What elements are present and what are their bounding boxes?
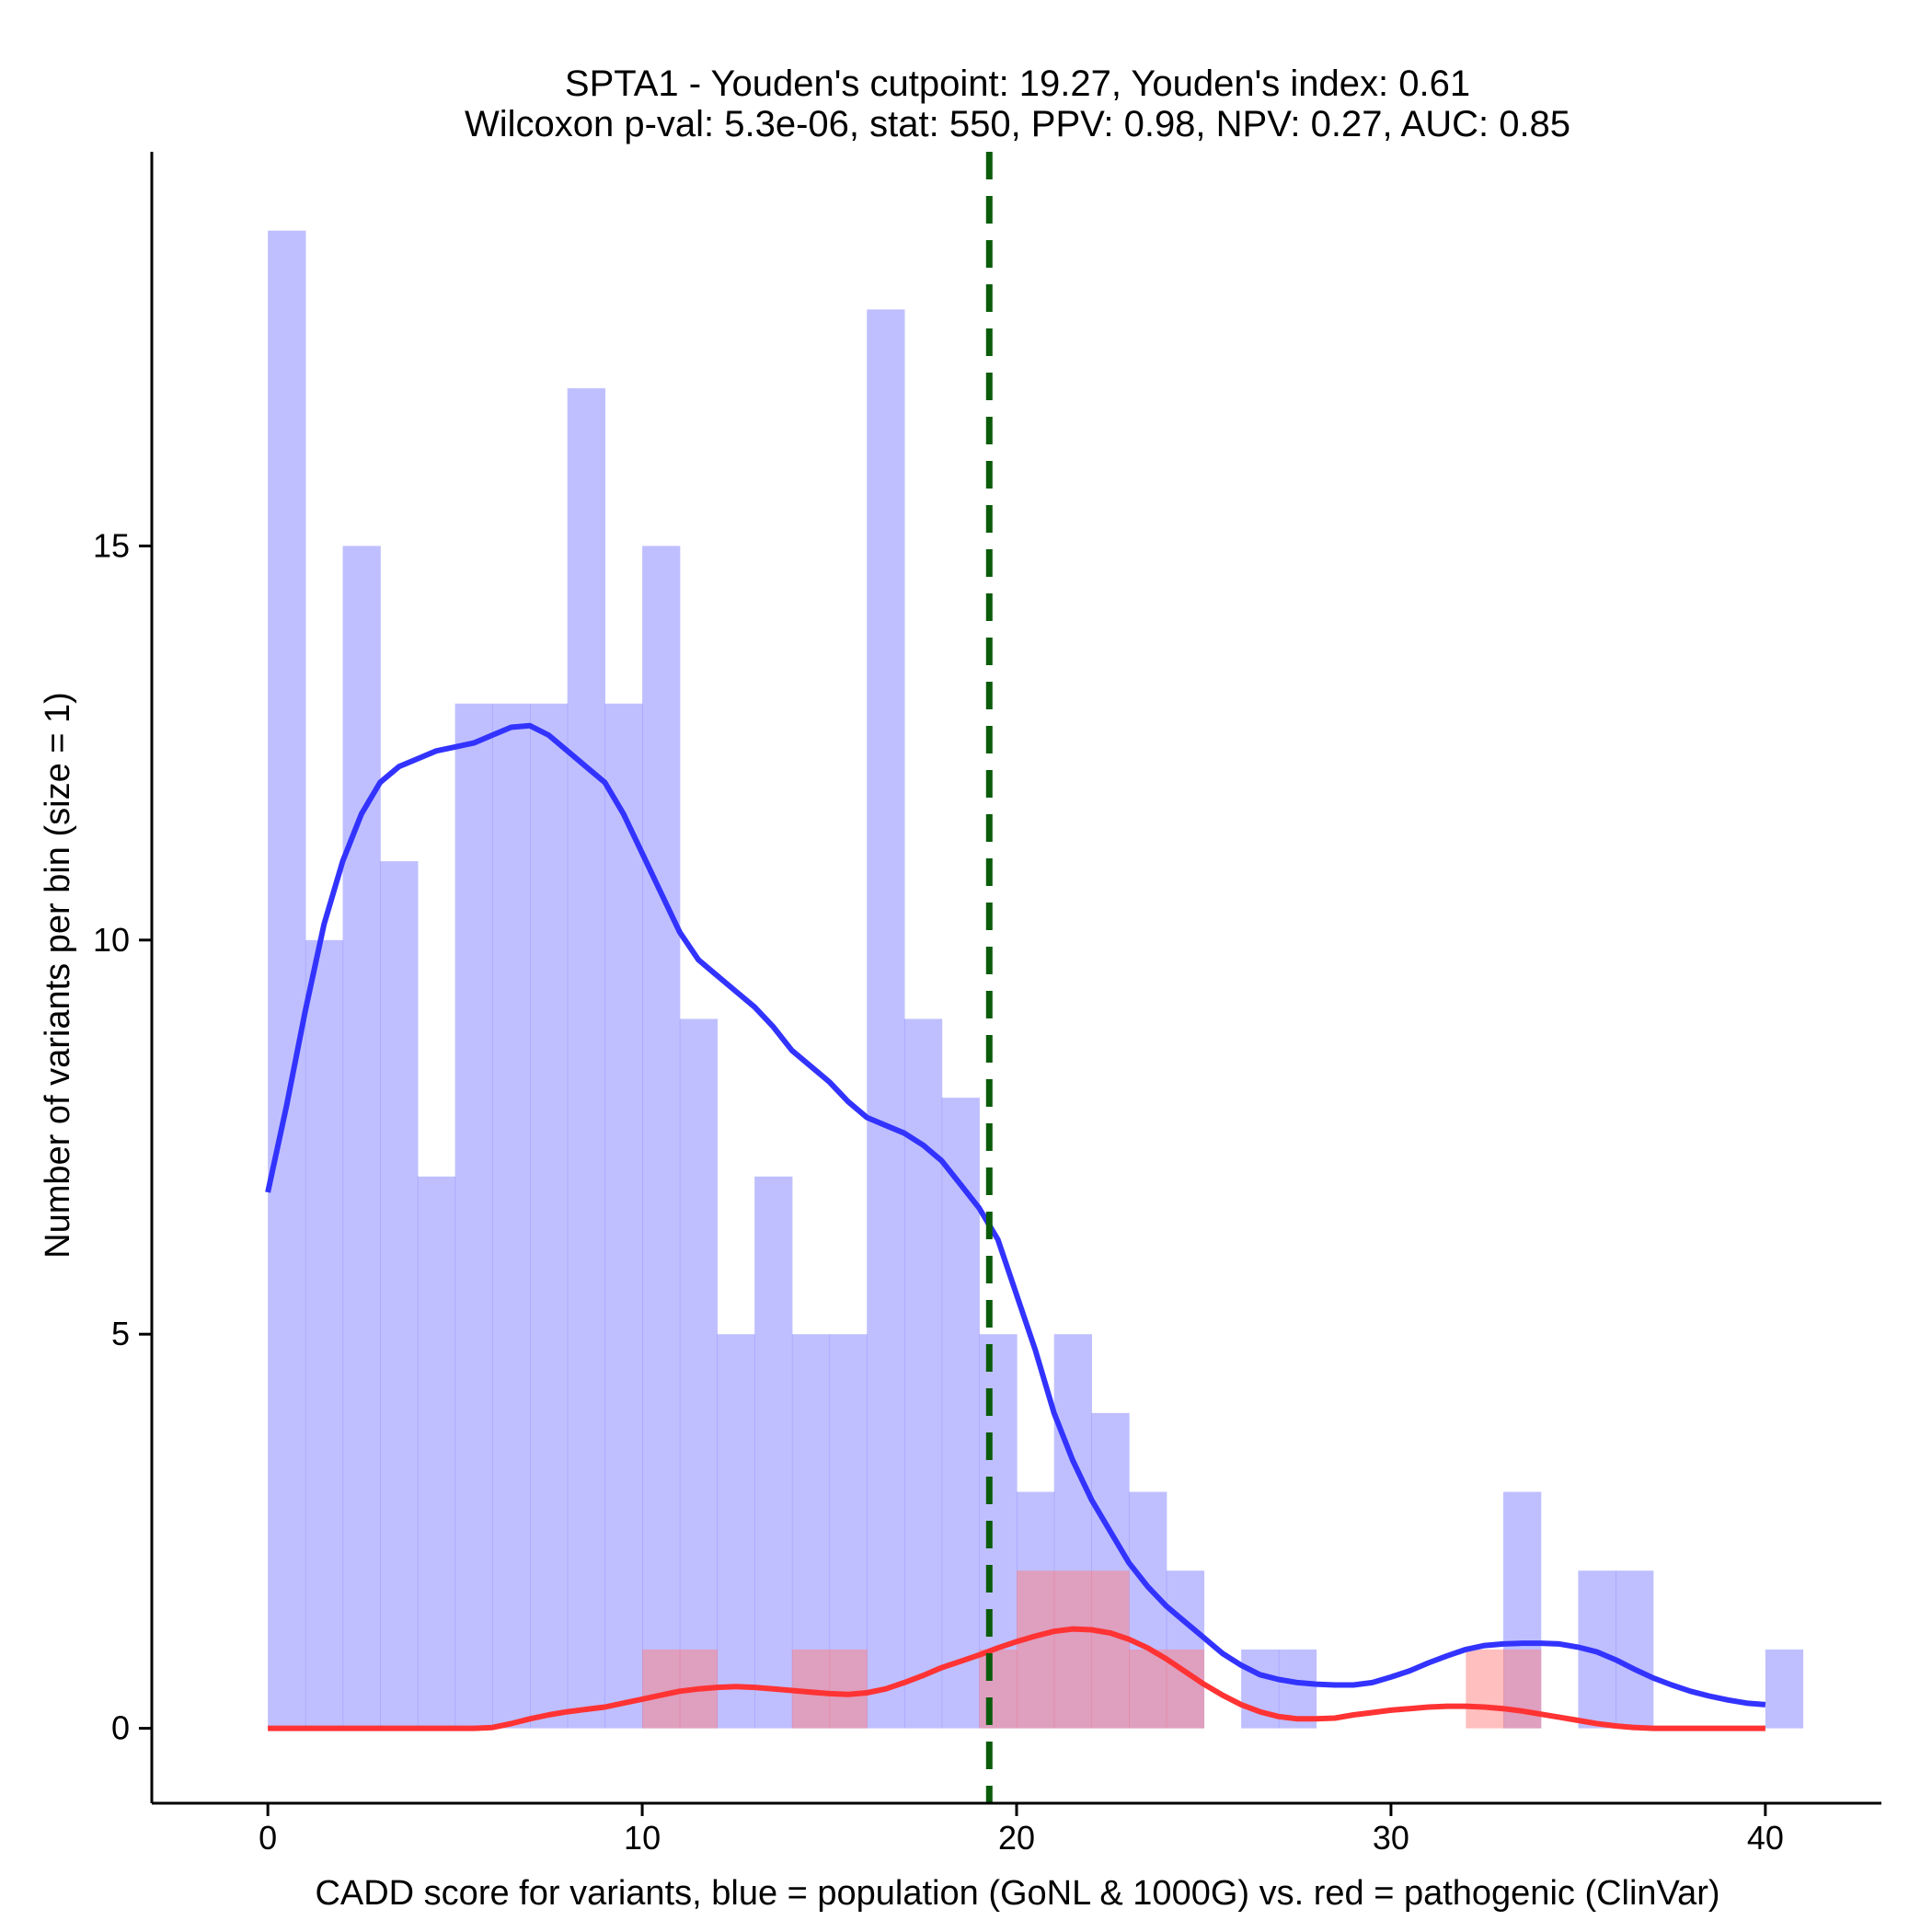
axes: 0 10 20 30 40 0 5 10 15: [93, 152, 1881, 1857]
chart-title-line2: Wilcoxon p-val: 5.3e-06, stat: 550, PPV:…: [465, 104, 1570, 144]
pathogenic-bar: [642, 1649, 681, 1729]
y-tick-label: 10: [93, 921, 130, 959]
population-bar: [380, 861, 419, 1729]
density-curves: [265, 722, 1766, 1731]
population-bar: [941, 1098, 980, 1729]
x-tick-label: 30: [1373, 1819, 1409, 1857]
population-bar: [642, 546, 681, 1729]
pathogenic-bar: [1053, 1570, 1092, 1729]
pathogenic-bar: [1503, 1649, 1542, 1729]
population-bar: [305, 939, 344, 1729]
pathogenic-bar: [1017, 1570, 1055, 1729]
y-tick-label: 0: [111, 1709, 130, 1747]
pathogenic-bar: [979, 1649, 1018, 1729]
population-bar: [903, 1018, 943, 1729]
population-bar: [754, 1176, 793, 1729]
population-bar: [454, 703, 493, 1729]
population-bar: [268, 230, 306, 1729]
x-tick-label: 10: [624, 1819, 661, 1857]
pathogenic-bar: [829, 1649, 868, 1729]
y-tick-label: 5: [111, 1315, 130, 1352]
x-tick-label: 40: [1747, 1819, 1784, 1857]
population-bar: [342, 546, 381, 1729]
pathogenic-bar: [1091, 1570, 1130, 1729]
population-bar: [567, 388, 605, 1729]
population-bar: [1765, 1649, 1804, 1729]
y-axis-label: Number of variants per bin (size = 1): [39, 692, 77, 1259]
population-bar: [717, 1334, 755, 1729]
pathogenic-bar: [1129, 1649, 1167, 1729]
population-bar: [867, 309, 905, 1729]
population-bar: [1616, 1570, 1654, 1729]
population-bar: [529, 703, 569, 1729]
y-tick-label: 15: [93, 526, 130, 564]
pathogenic-bar: [1466, 1649, 1504, 1729]
chart-title-line1: SPTA1 - Youden's cutpoint: 19.27, Youden…: [565, 63, 1470, 104]
population-bar: [679, 1018, 719, 1729]
population-bar: [604, 703, 643, 1729]
x-tick-label: 20: [998, 1819, 1035, 1857]
population-density-line: [265, 722, 1766, 1708]
pathogenic-density-line: [268, 1626, 1765, 1731]
histogram-bars: [268, 230, 1804, 1729]
population-bar: [492, 703, 531, 1729]
x-axis-label: CADD score for variants, blue = populati…: [315, 1874, 1719, 1913]
population-bar: [417, 1176, 456, 1729]
x-tick-label: 0: [259, 1819, 277, 1857]
